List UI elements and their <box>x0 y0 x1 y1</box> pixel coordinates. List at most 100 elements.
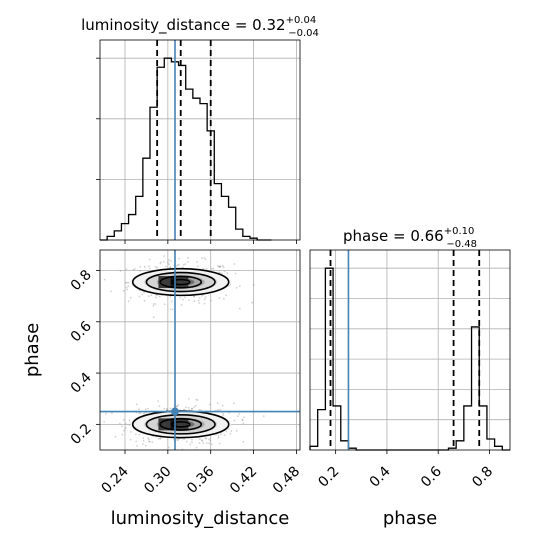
2d-sample-point <box>194 404 197 407</box>
2d-sample-point <box>198 297 201 299</box>
2d-density-core-cell <box>182 418 189 431</box>
2d-sample-point <box>169 266 171 269</box>
2d-sample-point <box>243 416 245 419</box>
2d-contour <box>145 414 216 435</box>
2d-xtick-label: 0.42 <box>227 464 260 497</box>
2d-sample-point <box>143 265 146 268</box>
2d-sample-point <box>148 440 150 443</box>
phase-hist-frame <box>309 249 511 451</box>
2d-sample-point <box>139 412 142 414</box>
2d-sample-point <box>191 441 193 444</box>
2d-sample-point <box>241 419 244 422</box>
2d-sample-point <box>203 257 206 259</box>
luminosity-distance-histogram-line <box>100 57 272 241</box>
2d-sample-point <box>151 441 154 443</box>
2d-sample-point <box>142 437 145 440</box>
2d-sample-point <box>175 405 178 408</box>
phase-histogram-panel: phase = 0.66+0.10 −0.48 0.2 0.4 0.6 0.8 phas… <box>309 226 511 529</box>
2d-sample-point <box>127 281 130 284</box>
phase-hist-ticks: 0.2 0.4 0.6 0.8 <box>315 450 496 491</box>
2d-sample-point <box>125 423 127 425</box>
2d-sample-point <box>169 407 172 410</box>
2d-sample-point <box>139 266 142 268</box>
2d-sample-point <box>141 293 144 296</box>
2d-sample-point <box>159 262 162 265</box>
2d-sample-point <box>220 433 222 436</box>
2d-contour <box>159 417 203 431</box>
2d-truth-marker <box>171 407 179 416</box>
2d-sample-point <box>242 440 245 443</box>
2d-sample-point <box>154 265 157 268</box>
2d-sample-point <box>165 265 167 268</box>
2d-sample-point <box>149 267 151 270</box>
2d-xtick-label: 0.24 <box>98 463 131 496</box>
2d-sample-point <box>230 430 233 433</box>
2d-sample-point <box>228 412 231 414</box>
2d-sample-point <box>169 308 172 311</box>
2d-sample-point <box>166 407 168 410</box>
2d-sample-point <box>184 406 187 409</box>
2d-sample-point <box>122 289 125 292</box>
2d-sample-point <box>125 286 128 289</box>
2d-density-core-cell <box>176 418 183 431</box>
ph-hist-xtick-label: 0.8 <box>469 464 496 491</box>
2d-sample-point <box>219 265 222 268</box>
2d-sample-point <box>136 445 138 447</box>
2d-sample-point <box>142 440 145 442</box>
2d-sample-point <box>241 418 244 421</box>
2d-sample-point <box>158 405 161 408</box>
2d-sample-point <box>114 435 117 438</box>
2d-sample-point <box>204 296 207 299</box>
2d-sample-point <box>191 407 193 410</box>
luminosity-distance-quantile-lines <box>156 40 212 240</box>
2d-xtick-label: 0.30 <box>141 464 174 497</box>
2d-sample-point <box>163 303 166 306</box>
2d-sample-point <box>163 407 166 410</box>
2d-sample-point <box>191 407 194 410</box>
2d-sample-point <box>223 434 226 436</box>
2d-sample-point <box>132 268 135 271</box>
2d-sample-point <box>168 263 170 266</box>
2d-sample-point <box>197 265 199 267</box>
luminosity-distance-hist-ticks <box>96 57 297 244</box>
2d-frame <box>99 249 301 451</box>
2d-sample-point <box>147 437 150 439</box>
2d-sample-point <box>217 265 219 267</box>
2d-sample-point <box>195 446 198 449</box>
2d-sample-point <box>251 301 254 304</box>
2d-sample-point <box>233 419 236 422</box>
2d-contour-lines <box>131 267 230 439</box>
2d-sample-point <box>217 409 219 411</box>
2d-sample-point <box>201 257 203 259</box>
2d-sample-point <box>176 439 179 441</box>
2d-sample-point <box>235 429 238 432</box>
2d-density-core-cell <box>182 276 189 289</box>
2d-sample-point <box>118 422 121 425</box>
2d-sample-point <box>242 422 245 425</box>
2d-ytick-label: 0.8 <box>68 267 95 294</box>
2d-sample-point <box>135 403 138 406</box>
2d-sample-point <box>150 294 153 297</box>
2d-sample-point <box>138 433 141 436</box>
ph-hist-xtick-label: 0.2 <box>315 464 342 491</box>
2d-sample-point <box>169 295 172 298</box>
2d-sample-point <box>187 406 190 409</box>
2d-sample-point <box>218 271 221 274</box>
2d-sample-point <box>205 267 208 270</box>
2d-xtick-label: 0.36 <box>184 463 217 496</box>
2d-sample-point <box>196 260 198 263</box>
2d-sample-point <box>218 297 221 299</box>
2d-sample-point <box>200 409 203 411</box>
2d-sample-point <box>199 438 201 441</box>
2d-sample-point <box>221 404 224 407</box>
2d-sample-point <box>209 403 211 406</box>
2d-sample-point <box>111 412 113 414</box>
2d-sample-point <box>203 302 206 305</box>
2d-sample-point <box>135 440 138 443</box>
2d-sample-point <box>182 298 184 301</box>
2d-sample-point <box>158 295 161 298</box>
2d-sample-point <box>123 429 125 432</box>
2d-sample-point <box>208 442 211 445</box>
2d-sample-point <box>183 408 185 411</box>
2d-sample-point <box>202 442 205 445</box>
